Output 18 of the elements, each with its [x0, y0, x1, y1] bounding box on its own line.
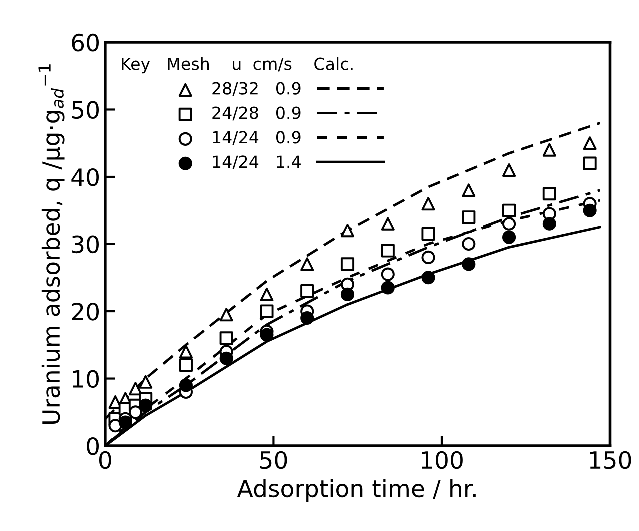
y-tick-label: 20	[72, 302, 100, 321]
y-tick-label: 10	[73, 370, 100, 388]
x-tick-label: 150	[590, 451, 632, 470]
legend-label: 28/32 0.9	[212, 82, 301, 96]
y-tick-label: 40	[72, 168, 100, 186]
x-tick-label: 0	[99, 451, 112, 470]
y-tick-label: 0	[87, 437, 100, 456]
y-axis-title: Uranium adsorbed, q /μg·g$_{ad}$$^{−1}$	[38, 64, 65, 424]
legend-label: 14/24 1.4	[213, 156, 301, 170]
x-axis-title: Adsorption time / hr.	[237, 479, 476, 502]
legend-title: Key Mesh u cm/s Calc.	[122, 57, 353, 74]
legend-label: 14/24 0.9	[213, 131, 301, 146]
x-tick-label: 100	[422, 451, 463, 470]
y-tick-label: 50	[72, 101, 100, 120]
x-tick-label: 50	[260, 451, 288, 470]
y-tick-label: 30	[72, 236, 100, 254]
legend-label: 24/28 0.9	[212, 106, 301, 121]
y-tick-label: 60	[72, 34, 100, 52]
